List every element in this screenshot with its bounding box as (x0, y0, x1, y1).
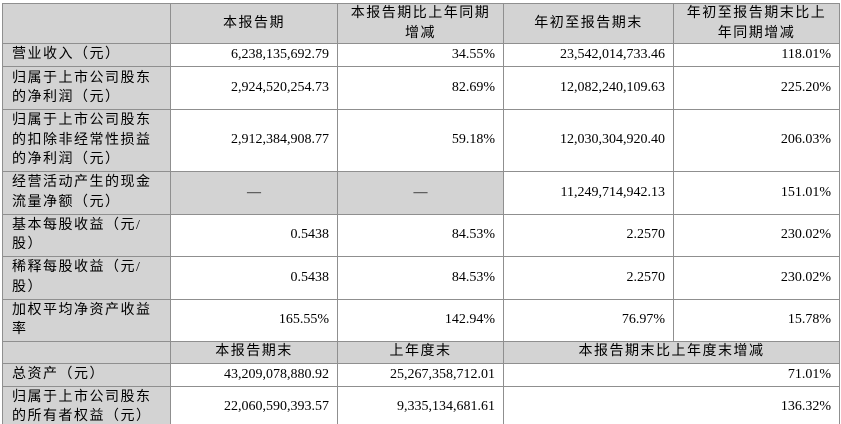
cell-value: 12,030,304,920.40 (503, 109, 674, 172)
cell-value: 59.18% (337, 109, 504, 172)
cell-value: 136.32% (503, 385, 840, 424)
row-label: 经营活动产生的现金 流量净额（元） (2, 170, 171, 215)
cell-value: 11,249,714,942.13 (503, 170, 674, 215)
cell-value: 118.01% (673, 43, 840, 67)
header-period-end-change: 本报告期末比上年度末增减 (503, 340, 840, 364)
table-row-weighted-avg-roe: 加权平均净资产收益 率 165.55% 142.94% 76.97% 15.78… (2, 298, 840, 342)
header-row-period: 本报告期 本报告期比上年同期 增减 年初至报告期末 年初至报告期末比上 年同期增… (2, 3, 840, 44)
header-period-yoy-change: 本报告期比上年同期 增减 (337, 3, 504, 44)
cell-value: 2,912,384,908.77 (170, 109, 338, 172)
table-row-net-profit: 归属于上市公司股东 的净利润（元） 2,924,520,254.73 82.69… (2, 66, 840, 110)
cell-value: 9,335,134,681.61 (337, 385, 504, 424)
row-label: 基本每股收益（元/ 股） (2, 213, 171, 257)
table-row-net-profit-excl-nonrecurring: 归属于上市公司股东 的扣除非经常性损益 的净利润（元） 2,912,384,90… (2, 109, 840, 172)
header-end-of-period: 本报告期末 (170, 340, 338, 364)
header-corner-cell (2, 3, 171, 44)
row-label: 加权平均净资产收益 率 (2, 298, 171, 342)
row-label: 稀释每股收益（元/ 股） (2, 255, 171, 300)
row-label: 总资产（元） (2, 362, 171, 387)
cell-value: 230.02% (673, 213, 840, 257)
cell-value: 22,060,590,393.57 (170, 385, 338, 424)
cell-value: 230.02% (673, 255, 840, 300)
row-label: 营业收入（元） (2, 43, 171, 67)
financial-summary-table: 本报告期 本报告期比上年同期 增减 年初至报告期末 年初至报告期末比上 年同期增… (2, 3, 840, 424)
cell-value: 225.20% (673, 66, 840, 110)
cell-value: 2.2570 (503, 255, 674, 300)
table-row-basic-eps: 基本每股收益（元/ 股） 0.5438 84.53% 2.2570 230.02… (2, 213, 840, 257)
cell-value: 0.5438 (170, 213, 338, 257)
cell-value: 12,082,240,109.63 (503, 66, 674, 110)
cell-value: 151.01% (673, 170, 840, 215)
cell-value: 43,209,078,880.92 (170, 362, 338, 387)
header-end-of-last-year: 上年度末 (337, 340, 504, 364)
cell-value: 84.53% (337, 255, 504, 300)
header-row-period-end: 本报告期末 上年度末 本报告期末比上年度末增减 (2, 340, 840, 364)
cell-value-na: — (337, 170, 504, 215)
cell-value: 142.94% (337, 298, 504, 342)
cell-value: 0.5438 (170, 255, 338, 300)
table-row-diluted-eps: 稀释每股收益（元/ 股） 0.5438 84.53% 2.2570 230.02… (2, 255, 840, 300)
row-label: 归属于上市公司股东 的扣除非经常性损益 的净利润（元） (2, 109, 171, 172)
row-label: 归属于上市公司股东 的所有者权益（元） (2, 385, 171, 424)
cell-value: 206.03% (673, 109, 840, 172)
table-row-total-assets: 总资产（元） 43,209,078,880.92 25,267,358,712.… (2, 362, 840, 387)
header-corner-cell (2, 340, 171, 364)
cell-value: 82.69% (337, 66, 504, 110)
cell-value: 2,924,520,254.73 (170, 66, 338, 110)
cell-value-na: — (170, 170, 338, 215)
table-row-shareholders-equity: 归属于上市公司股东 的所有者权益（元） 22,060,590,393.57 9,… (2, 385, 840, 424)
cell-value: 2.2570 (503, 213, 674, 257)
cell-value: 23,542,014,733.46 (503, 43, 674, 67)
cell-value: 76.97% (503, 298, 674, 342)
table-row-operating-cash-flow: 经营活动产生的现金 流量净额（元） — — 11,249,714,942.13 … (2, 170, 840, 215)
table-row-revenue: 营业收入（元） 6,238,135,692.79 34.55% 23,542,0… (2, 43, 840, 67)
header-year-to-date: 年初至报告期末 (503, 3, 674, 44)
cell-value: 15.78% (673, 298, 840, 342)
cell-value: 34.55% (337, 43, 504, 67)
cell-value: 165.55% (170, 298, 338, 342)
cell-value: 71.01% (503, 362, 840, 387)
header-ytd-yoy-change: 年初至报告期末比上 年同期增减 (673, 3, 840, 44)
cell-value: 84.53% (337, 213, 504, 257)
header-current-period: 本报告期 (170, 3, 338, 44)
cell-value: 25,267,358,712.01 (337, 362, 504, 387)
cell-value: 6,238,135,692.79 (170, 43, 338, 67)
row-label: 归属于上市公司股东 的净利润（元） (2, 66, 171, 110)
